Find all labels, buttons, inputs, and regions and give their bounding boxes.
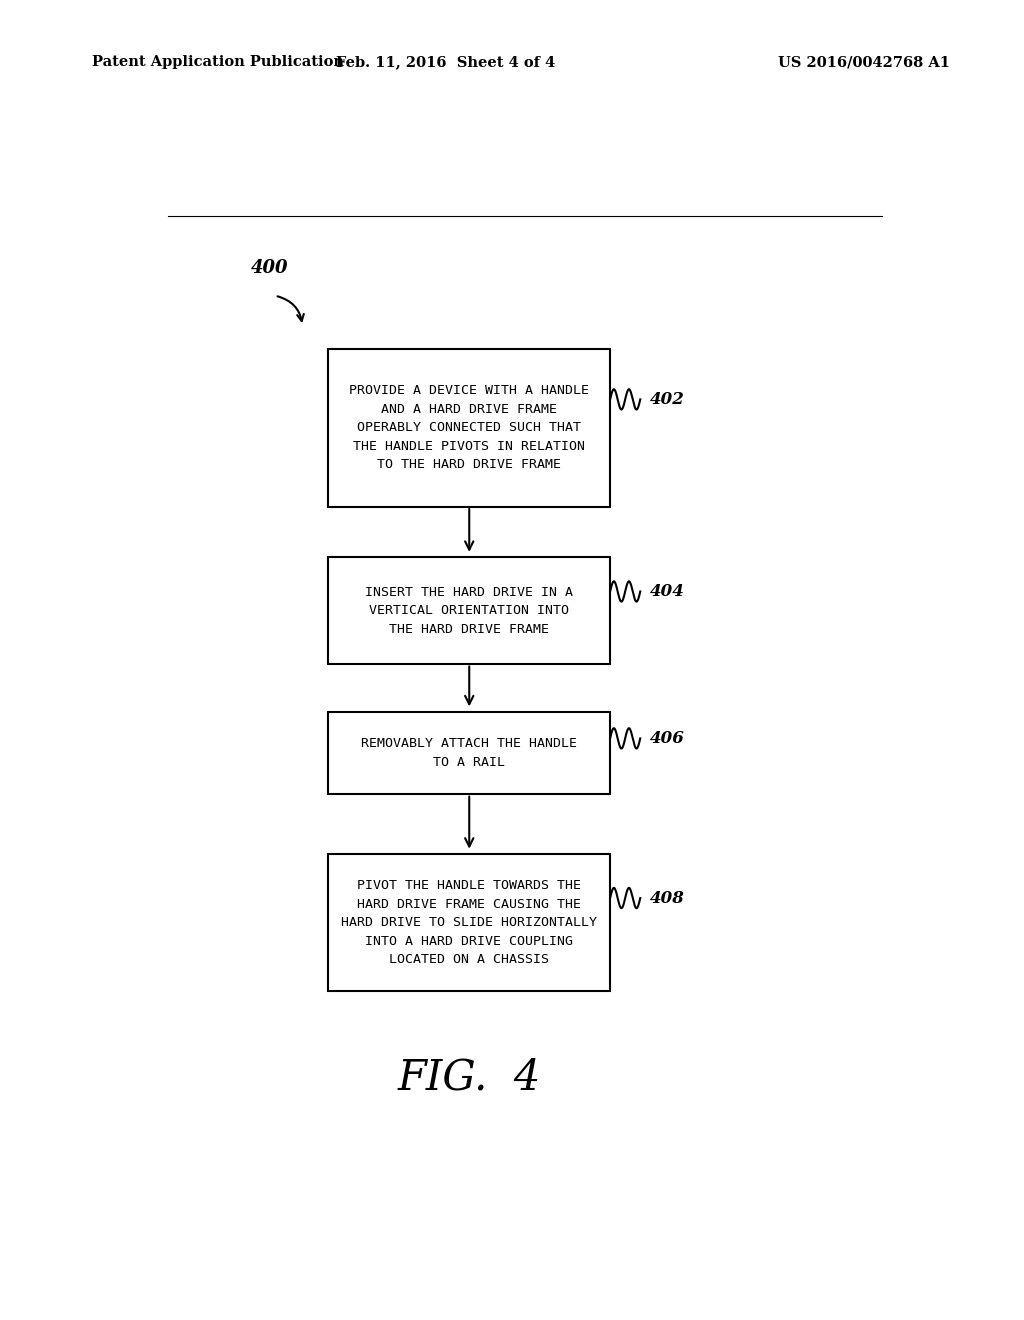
Text: INSERT THE HARD DRIVE IN A
VERTICAL ORIENTATION INTO
THE HARD DRIVE FRAME: INSERT THE HARD DRIVE IN A VERTICAL ORIE… [366,586,573,636]
FancyArrowPatch shape [278,296,304,321]
Text: 402: 402 [650,391,685,408]
Text: 400: 400 [251,259,289,277]
Text: PROVIDE A DEVICE WITH A HANDLE
AND A HARD DRIVE FRAME
OPERABLY CONNECTED SUCH TH: PROVIDE A DEVICE WITH A HANDLE AND A HAR… [349,384,589,471]
Text: Feb. 11, 2016  Sheet 4 of 4: Feb. 11, 2016 Sheet 4 of 4 [336,55,555,70]
Text: Patent Application Publication: Patent Application Publication [92,55,344,70]
Text: FIG.  4: FIG. 4 [397,1056,541,1098]
Text: REMOVABLY ATTACH THE HANDLE
TO A RAIL: REMOVABLY ATTACH THE HANDLE TO A RAIL [361,738,578,768]
Text: 404: 404 [650,583,685,601]
FancyBboxPatch shape [329,348,610,507]
Text: 406: 406 [650,730,685,747]
Text: US 2016/0042768 A1: US 2016/0042768 A1 [778,55,950,70]
Text: 408: 408 [650,890,685,907]
FancyBboxPatch shape [329,854,610,991]
FancyBboxPatch shape [329,557,610,664]
FancyBboxPatch shape [329,713,610,793]
Text: PIVOT THE HANDLE TOWARDS THE
HARD DRIVE FRAME CAUSING THE
HARD DRIVE TO SLIDE HO: PIVOT THE HANDLE TOWARDS THE HARD DRIVE … [341,879,597,966]
